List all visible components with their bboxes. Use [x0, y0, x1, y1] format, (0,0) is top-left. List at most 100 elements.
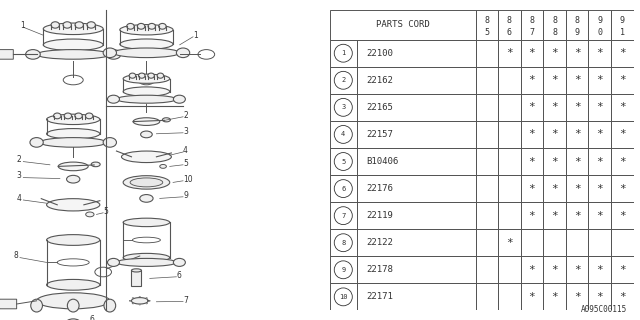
- Bar: [357, 148, 476, 175]
- Ellipse shape: [40, 138, 106, 147]
- Bar: [357, 229, 476, 256]
- Text: 8: 8: [575, 16, 580, 25]
- Bar: [330, 67, 357, 94]
- Ellipse shape: [108, 95, 120, 103]
- Bar: [543, 121, 566, 148]
- Text: *: *: [619, 265, 626, 275]
- Bar: [498, 175, 521, 202]
- Bar: [521, 121, 543, 148]
- Bar: [566, 94, 588, 121]
- Bar: [566, 148, 588, 175]
- Bar: [476, 202, 498, 229]
- Text: 3: 3: [183, 127, 188, 136]
- Ellipse shape: [116, 95, 177, 103]
- Bar: [588, 67, 611, 94]
- Polygon shape: [131, 298, 148, 304]
- Ellipse shape: [36, 293, 110, 309]
- Bar: [498, 148, 521, 175]
- Text: 22176: 22176: [366, 184, 393, 193]
- Ellipse shape: [148, 300, 150, 301]
- Ellipse shape: [47, 114, 100, 124]
- Ellipse shape: [30, 138, 44, 147]
- Bar: [521, 40, 543, 67]
- Bar: [588, 40, 611, 67]
- Text: *: *: [551, 129, 558, 140]
- Polygon shape: [0, 50, 13, 59]
- Bar: [476, 121, 498, 148]
- Text: *: *: [619, 184, 626, 194]
- Bar: [611, 202, 634, 229]
- Ellipse shape: [132, 303, 134, 304]
- Text: *: *: [551, 156, 558, 166]
- Bar: [611, 121, 634, 148]
- Bar: [131, 270, 141, 286]
- Bar: [357, 175, 476, 202]
- Ellipse shape: [75, 113, 83, 119]
- Bar: [330, 40, 357, 67]
- Ellipse shape: [129, 300, 131, 301]
- Ellipse shape: [47, 199, 100, 211]
- Text: *: *: [596, 265, 603, 275]
- Bar: [498, 67, 521, 94]
- Text: *: *: [574, 211, 580, 221]
- Ellipse shape: [87, 22, 95, 28]
- Bar: [330, 148, 357, 175]
- Ellipse shape: [44, 23, 103, 35]
- Text: 5: 5: [183, 159, 188, 168]
- Bar: [476, 94, 498, 121]
- Ellipse shape: [103, 48, 116, 58]
- Ellipse shape: [86, 113, 93, 119]
- Bar: [476, 67, 498, 94]
- Bar: [330, 256, 357, 283]
- Bar: [543, 175, 566, 202]
- Ellipse shape: [67, 175, 80, 183]
- Bar: [543, 256, 566, 283]
- Text: *: *: [596, 156, 603, 166]
- Text: 1: 1: [620, 28, 625, 37]
- Ellipse shape: [47, 279, 100, 290]
- Bar: [521, 256, 543, 283]
- Bar: [357, 256, 476, 283]
- Text: 2: 2: [17, 156, 21, 164]
- Bar: [476, 148, 498, 175]
- Text: A095C00115: A095C00115: [581, 305, 627, 314]
- Ellipse shape: [173, 259, 186, 266]
- Bar: [611, 256, 634, 283]
- Bar: [476, 283, 498, 310]
- Text: *: *: [619, 102, 626, 112]
- Bar: [330, 121, 357, 148]
- Text: *: *: [551, 292, 558, 302]
- Ellipse shape: [159, 23, 166, 29]
- Text: *: *: [551, 75, 558, 85]
- Text: *: *: [619, 156, 626, 166]
- Bar: [566, 283, 588, 310]
- Ellipse shape: [139, 304, 141, 305]
- Ellipse shape: [123, 74, 170, 83]
- Text: 5: 5: [484, 28, 490, 37]
- Ellipse shape: [36, 50, 110, 59]
- Bar: [611, 148, 634, 175]
- Text: 22157: 22157: [366, 130, 393, 139]
- Bar: [357, 67, 476, 94]
- Text: 6: 6: [507, 28, 512, 37]
- Ellipse shape: [148, 73, 154, 78]
- Ellipse shape: [64, 113, 72, 119]
- Bar: [543, 148, 566, 175]
- Text: 22178: 22178: [366, 265, 393, 274]
- Bar: [476, 40, 498, 67]
- Bar: [330, 94, 357, 121]
- Bar: [476, 10, 498, 40]
- Bar: [566, 40, 588, 67]
- Text: 6: 6: [90, 316, 95, 320]
- Bar: [543, 67, 566, 94]
- Text: 22122: 22122: [366, 238, 393, 247]
- Text: 9: 9: [620, 16, 625, 25]
- Text: *: *: [574, 75, 580, 85]
- Ellipse shape: [91, 162, 100, 167]
- Bar: [498, 229, 521, 256]
- Bar: [498, 202, 521, 229]
- Bar: [566, 256, 588, 283]
- Ellipse shape: [31, 299, 42, 312]
- Ellipse shape: [127, 23, 134, 29]
- Bar: [498, 121, 521, 148]
